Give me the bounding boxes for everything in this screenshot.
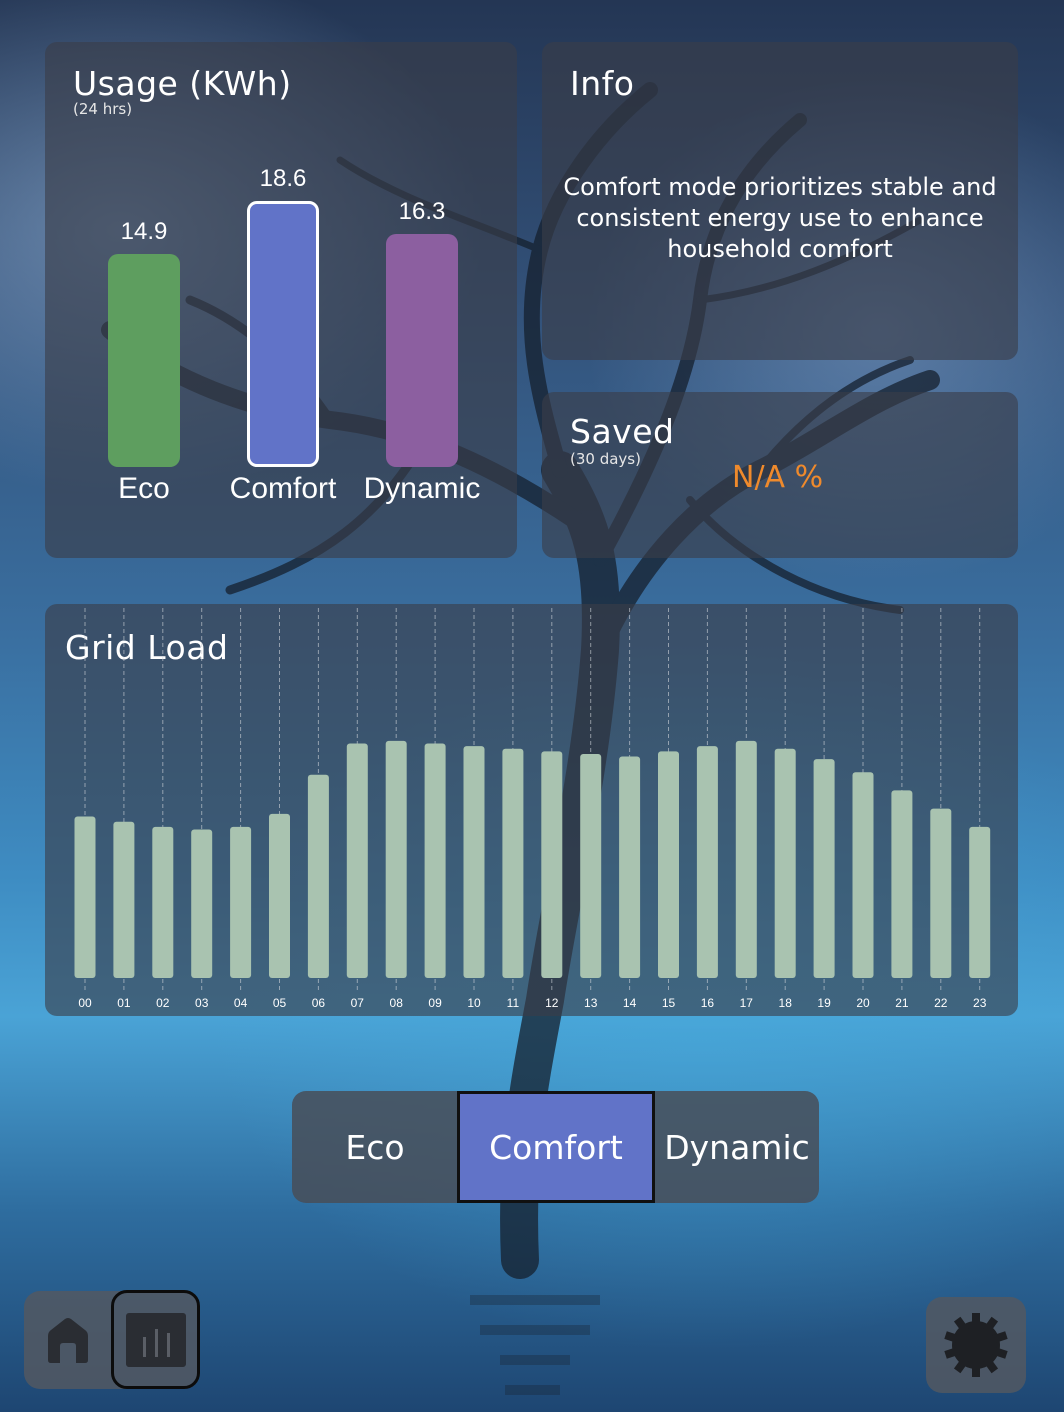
grid-load-bar-10 [463, 746, 485, 978]
usage-category-label: Dynamic [363, 472, 481, 505]
grid-load-bar-19 [813, 759, 835, 978]
grid-load-bar-01 [113, 821, 135, 978]
grid-load-bar-09 [424, 743, 446, 978]
mode-selector: Eco Comfort Dynamic [292, 1091, 819, 1203]
grid-load-bar-08 [385, 740, 407, 978]
grid-load-bar-12 [541, 751, 563, 978]
hour-tick-label: 09 [428, 996, 442, 1010]
grid-load-bar-15 [658, 751, 679, 978]
saved-panel: Saved (30 days) N/A % [542, 392, 1018, 558]
hour-tick-label: 13 [584, 996, 598, 1010]
usage-panel: Usage (KWh) (24 hrs) 14.9 Eco 18.6 Comfort 1… [45, 42, 517, 558]
saved-percentage: N/A % [732, 460, 824, 495]
hour-tick-label: 08 [390, 996, 404, 1010]
usage-value-label: 16.3 [398, 197, 446, 225]
hour-tick-label: 20 [856, 996, 870, 1010]
hour-tick-label: 01 [117, 996, 131, 1010]
hour-tick-label: 06 [312, 996, 326, 1010]
hour-tick-label: 11 [507, 996, 520, 1010]
info-title: Info [570, 64, 635, 103]
usage-subtitle: (24 hrs) [73, 100, 133, 118]
mode-comfort-button[interactable]: Comfort [457, 1091, 655, 1203]
grid-load-bar-05 [269, 813, 290, 978]
grid-load-bar-14 [619, 756, 641, 978]
grid-load-bar-16 [696, 746, 718, 978]
mode-eco-button[interactable]: Eco [345, 1127, 405, 1167]
grid-load-bar-17 [735, 740, 757, 978]
hour-tick-label: 18 [779, 996, 793, 1010]
hour-tick-label: 00 [78, 996, 92, 1010]
hour-tick-label: 21 [895, 996, 909, 1010]
settings-button[interactable] [926, 1297, 1026, 1393]
hour-tick-label: 23 [973, 996, 987, 1010]
hour-tick-label: 15 [662, 996, 676, 1010]
usage-category-label: Eco [118, 472, 170, 505]
grid-load-bar-13 [580, 753, 602, 978]
grid-load-bar-07 [346, 743, 368, 978]
grid-load-bar-20 [852, 772, 874, 978]
saved-subtitle: (30 days) [570, 450, 641, 468]
usage-bar-dynamic [386, 233, 458, 467]
hour-tick-label: 07 [351, 996, 365, 1010]
usage-title: Usage (KWh) [73, 64, 292, 103]
home-icon [48, 1318, 88, 1363]
grid-load-bar-04 [230, 826, 252, 978]
grid-load-bar-06 [307, 774, 329, 978]
nav-stats-button[interactable] [111, 1290, 200, 1389]
usage-value-label: 18.6 [259, 165, 307, 193]
info-panel: Info Comfort mode prioritizes stable and… [542, 42, 1018, 360]
grid-load-bar-02 [152, 826, 174, 978]
grid-load-bar-22 [930, 808, 952, 978]
hour-tick-label: 03 [195, 996, 209, 1010]
hour-tick-label: 22 [934, 996, 948, 1010]
grid-load-bar-03 [191, 829, 213, 978]
hour-tick-label: 14 [623, 996, 637, 1010]
grid-load-bar-18 [774, 748, 796, 978]
grid-load-bar-00 [74, 816, 96, 978]
hour-tick-label: 19 [817, 996, 831, 1010]
grid-load-chart: 00 01 02 03 04 05 06 07 08 09 10 11 12 13 14 15 16 17 18 19… [74, 608, 991, 1010]
grid-load-bar-21 [891, 790, 913, 978]
hour-tick-label: 05 [273, 996, 287, 1010]
hour-tick-label: 02 [156, 996, 170, 1010]
bar-chart-icon [125, 1312, 186, 1367]
hour-tick-label: 10 [467, 996, 481, 1010]
gear-icon [944, 1313, 1008, 1377]
saved-title: Saved [570, 412, 675, 451]
usage-bar-eco [108, 253, 180, 467]
hour-tick-label: 12 [545, 996, 559, 1010]
usage-value-label: 14.9 [120, 217, 168, 245]
hour-tick-label: 04 [234, 996, 248, 1010]
mode-dynamic-button[interactable]: Dynamic [664, 1127, 810, 1167]
bottom-nav [24, 1290, 200, 1389]
grid-load-bar-11 [502, 748, 524, 978]
grid-load-title: Grid Load [65, 628, 229, 667]
usage-bar-comfort [247, 201, 319, 467]
hour-tick-label: 16 [701, 996, 715, 1010]
info-description: Comfort mode prioritizes stable and cons… [563, 173, 997, 263]
hour-tick-label: 17 [740, 996, 754, 1010]
usage-category-label: Comfort [229, 472, 337, 505]
nav-home-button[interactable] [24, 1291, 112, 1389]
grid-load-bar-23 [969, 826, 991, 978]
grid-load-panel: Grid Load 00 01 02 03 04 05 06 07 08 09 10 11 12 13 14… [45, 604, 1018, 1016]
